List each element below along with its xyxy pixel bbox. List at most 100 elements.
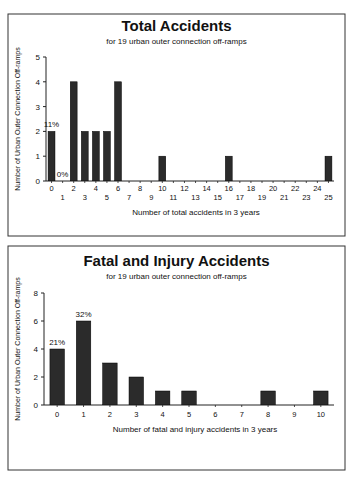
y-tick [41,349,44,350]
annotation: 32% [76,310,92,319]
bar [76,321,91,405]
y-tick [43,131,46,132]
x-tick-label: 12 [180,184,188,193]
x-tick [189,405,190,407]
y-tick [43,181,46,182]
x-tick-label: 6 [213,410,217,419]
x-tick-label: 16 [225,184,233,193]
bar [170,181,177,182]
y-tick-label: 0 [34,401,39,410]
y-tick [43,81,46,82]
annotation: 11% [44,120,59,129]
y-tick-label: 1 [36,152,41,161]
bar [181,181,188,182]
bar [281,181,288,182]
annotation: 21% [49,338,65,347]
bar [247,181,254,182]
y-tick-label: 5 [36,53,41,62]
x-tick [162,181,163,183]
page: Total Accidents for 19 urban outer connec… [0,0,351,478]
x-tick-label: 0 [55,410,59,419]
bar [287,405,302,406]
x-tick [295,181,296,183]
x-tick-label: 20 [269,184,277,193]
bar [92,131,99,181]
x-tick [73,181,74,183]
x-tick-label: 6 [116,184,120,193]
x-tick [284,181,285,183]
x-tick [83,405,84,407]
bar [208,405,223,406]
x-tick [62,181,63,183]
x-tick [250,181,251,183]
bar [203,181,210,182]
bar [259,181,266,182]
x-tick [106,181,107,183]
x-tick [228,181,229,183]
chart-frame [8,246,345,470]
bar [103,131,110,181]
chart-frame [8,14,345,236]
y-axis-label: Number of Urban Outer Connection Off-ram… [14,47,22,191]
bar [137,181,144,182]
y-tick-label: 3 [36,103,41,112]
bar [214,181,221,182]
y-tick [41,377,44,378]
x-tick [57,405,58,407]
bar [234,405,249,406]
x-tick [95,181,96,183]
x-tick [109,405,110,407]
y-tick [43,106,46,107]
bar [192,181,199,182]
x-tick-label: 10 [317,410,325,419]
x-tick-label: 10 [158,184,166,193]
y-tick-label: 8 [34,289,39,298]
subtitle: for 19 urban outer connection off-ramps [106,37,246,46]
bar [103,363,118,405]
bar [182,391,197,405]
bar [115,82,122,181]
x-tick-label: 5 [105,193,109,202]
y-axis [46,57,47,181]
bar [50,349,65,405]
bar [270,181,277,182]
bar [292,181,299,182]
x-axis [46,181,334,182]
title: Fatal and Injury Accidents [83,252,269,269]
y-tick [41,321,44,322]
x-tick [151,181,152,183]
bar [148,181,155,182]
x-tick-label: 2 [108,410,112,419]
y-axis-label: Number of Urban Outer Connection Off-ram… [14,277,22,421]
bars [48,82,332,181]
x-tick [140,181,141,183]
x-tick [118,181,119,183]
x-tick-label: 3 [83,193,87,202]
x-tick [328,181,329,183]
x-tick-label: 7 [127,193,131,202]
x-tick [215,405,216,407]
x-tick [173,181,174,183]
y-tick-label: 2 [36,127,41,136]
x-tick [217,181,218,183]
title: Total Accidents [121,17,231,34]
subtitle: for 19 urban outer connection off-ramps [106,272,246,281]
x-tick-label: 2 [72,184,76,193]
x-axis-label: Number of fatal and injury accidents in … [113,425,278,434]
y-tick-label: 4 [34,345,39,354]
x-tick-label: 15 [214,193,222,202]
x-tick-label: 13 [191,193,199,202]
x-tick [306,181,307,183]
x-tick-label: 1 [81,410,85,419]
x-tick [273,181,274,183]
x-tick-label: 23 [302,193,310,202]
x-tick [317,181,318,183]
annotation: 0% [57,170,69,179]
bars [50,321,328,405]
bar [155,391,170,405]
x-tick-label: 22 [291,184,299,193]
bar [314,391,329,405]
bar [70,82,77,181]
x-tick [206,181,207,183]
x-tick-label: 4 [94,184,98,193]
